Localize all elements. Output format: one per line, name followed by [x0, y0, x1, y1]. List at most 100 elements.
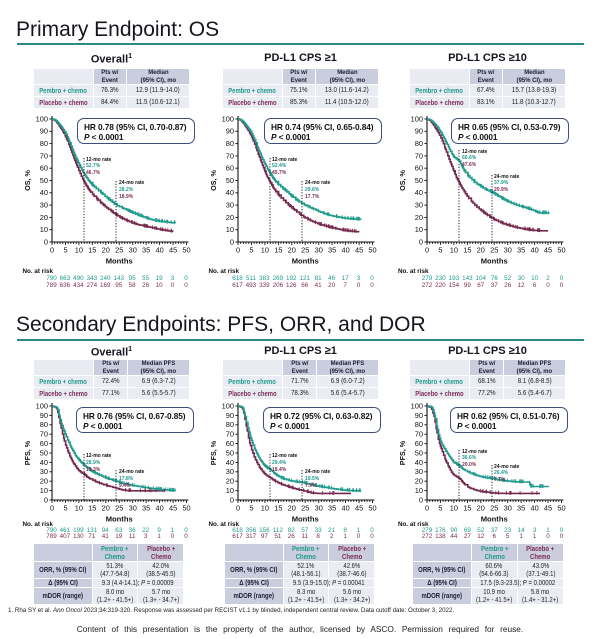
svg-text:50: 50: [415, 448, 423, 457]
svg-text:0: 0: [425, 246, 429, 255]
svg-text:70: 70: [415, 430, 423, 439]
svg-text:90: 90: [39, 127, 47, 136]
svg-text:70: 70: [225, 430, 233, 439]
svg-text:50: 50: [557, 246, 565, 255]
svg-text:80: 80: [39, 139, 47, 148]
svg-text:20: 20: [225, 213, 233, 222]
svg-text:15: 15: [274, 504, 282, 513]
svg-text:0: 0: [229, 495, 233, 504]
svg-text:100: 100: [221, 114, 233, 123]
svg-text:15: 15: [463, 246, 471, 255]
svg-text:60: 60: [415, 439, 423, 448]
svg-text:0: 0: [49, 504, 53, 513]
svg-text:40: 40: [530, 504, 538, 513]
svg-text:0: 0: [43, 237, 47, 246]
svg-text:35: 35: [141, 246, 149, 255]
svg-text:30: 30: [415, 467, 423, 476]
svg-text:30: 30: [128, 246, 136, 255]
svg-text:25: 25: [115, 246, 123, 255]
svg-text:50: 50: [182, 504, 190, 513]
svg-text:40: 40: [530, 246, 538, 255]
svg-text:50: 50: [557, 504, 565, 513]
svg-text:20: 20: [101, 504, 109, 513]
svg-text:10: 10: [260, 504, 268, 513]
svg-text:30: 30: [415, 201, 423, 210]
svg-text:50: 50: [415, 176, 423, 185]
svg-text:20: 20: [415, 477, 423, 486]
svg-text:30: 30: [39, 201, 47, 210]
svg-text:45: 45: [354, 246, 362, 255]
svg-text:20: 20: [415, 213, 423, 222]
svg-text:40: 40: [39, 188, 47, 197]
svg-text:60: 60: [39, 439, 47, 448]
svg-text:90: 90: [225, 411, 233, 420]
svg-text:15: 15: [463, 504, 471, 513]
svg-text:25: 25: [490, 246, 498, 255]
svg-text:70: 70: [225, 151, 233, 160]
svg-text:20: 20: [101, 246, 109, 255]
svg-text:30: 30: [504, 246, 512, 255]
svg-text:10: 10: [74, 246, 82, 255]
svg-text:35: 35: [327, 246, 335, 255]
svg-text:100: 100: [35, 114, 47, 123]
svg-text:0: 0: [235, 246, 239, 255]
svg-text:60: 60: [225, 164, 233, 173]
svg-text:PFS, %: PFS, %: [209, 440, 218, 465]
svg-text:OS, %: OS, %: [398, 170, 407, 191]
svg-text:45: 45: [168, 246, 176, 255]
svg-text:5: 5: [249, 246, 253, 255]
svg-text:Months: Months: [481, 257, 508, 266]
svg-text:30: 30: [314, 246, 322, 255]
svg-text:10: 10: [225, 486, 233, 495]
svg-text:45: 45: [544, 246, 552, 255]
svg-text:80: 80: [225, 420, 233, 429]
svg-text:90: 90: [39, 411, 47, 420]
svg-text:60: 60: [415, 164, 423, 173]
svg-text:40: 40: [415, 188, 423, 197]
svg-text:80: 80: [415, 420, 423, 429]
svg-text:5: 5: [249, 504, 253, 513]
svg-text:5: 5: [438, 246, 442, 255]
svg-text:10: 10: [225, 225, 233, 234]
svg-text:50: 50: [39, 176, 47, 185]
svg-text:90: 90: [225, 127, 233, 136]
svg-text:15: 15: [88, 246, 96, 255]
svg-text:80: 80: [39, 420, 47, 429]
svg-text:35: 35: [327, 504, 335, 513]
svg-text:OS, %: OS, %: [23, 170, 32, 191]
svg-text:50: 50: [39, 448, 47, 457]
svg-text:40: 40: [155, 246, 163, 255]
svg-text:30: 30: [314, 504, 322, 513]
svg-text:20: 20: [225, 477, 233, 486]
svg-text:60: 60: [39, 164, 47, 173]
svg-text:PFS, %: PFS, %: [23, 440, 32, 465]
svg-text:25: 25: [115, 504, 123, 513]
svg-text:0: 0: [419, 237, 423, 246]
svg-text:10: 10: [450, 504, 458, 513]
svg-text:20: 20: [477, 504, 485, 513]
svg-text:Months: Months: [481, 515, 508, 524]
svg-text:30: 30: [39, 467, 47, 476]
svg-text:5: 5: [63, 246, 67, 255]
svg-text:15: 15: [88, 504, 96, 513]
svg-text:0: 0: [43, 495, 47, 504]
svg-text:70: 70: [39, 151, 47, 160]
svg-text:10: 10: [74, 504, 82, 513]
svg-text:0: 0: [425, 504, 429, 513]
svg-text:50: 50: [225, 448, 233, 457]
svg-text:40: 40: [155, 504, 163, 513]
svg-text:5: 5: [63, 504, 67, 513]
svg-text:30: 30: [225, 201, 233, 210]
svg-text:70: 70: [39, 430, 47, 439]
svg-text:PFS, %: PFS, %: [398, 440, 407, 465]
svg-text:100: 100: [411, 114, 423, 123]
svg-text:50: 50: [182, 246, 190, 255]
svg-text:Months: Months: [105, 257, 132, 266]
svg-text:40: 40: [415, 458, 423, 467]
svg-text:0: 0: [49, 246, 53, 255]
svg-text:10: 10: [39, 486, 47, 495]
svg-text:0: 0: [419, 495, 423, 504]
svg-text:Months: Months: [291, 515, 318, 524]
svg-text:0: 0: [229, 237, 233, 246]
svg-text:45: 45: [354, 504, 362, 513]
